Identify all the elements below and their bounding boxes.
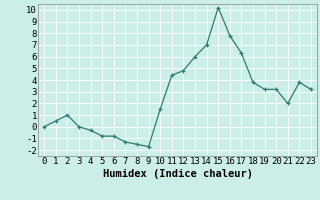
X-axis label: Humidex (Indice chaleur): Humidex (Indice chaleur) bbox=[103, 169, 252, 179]
